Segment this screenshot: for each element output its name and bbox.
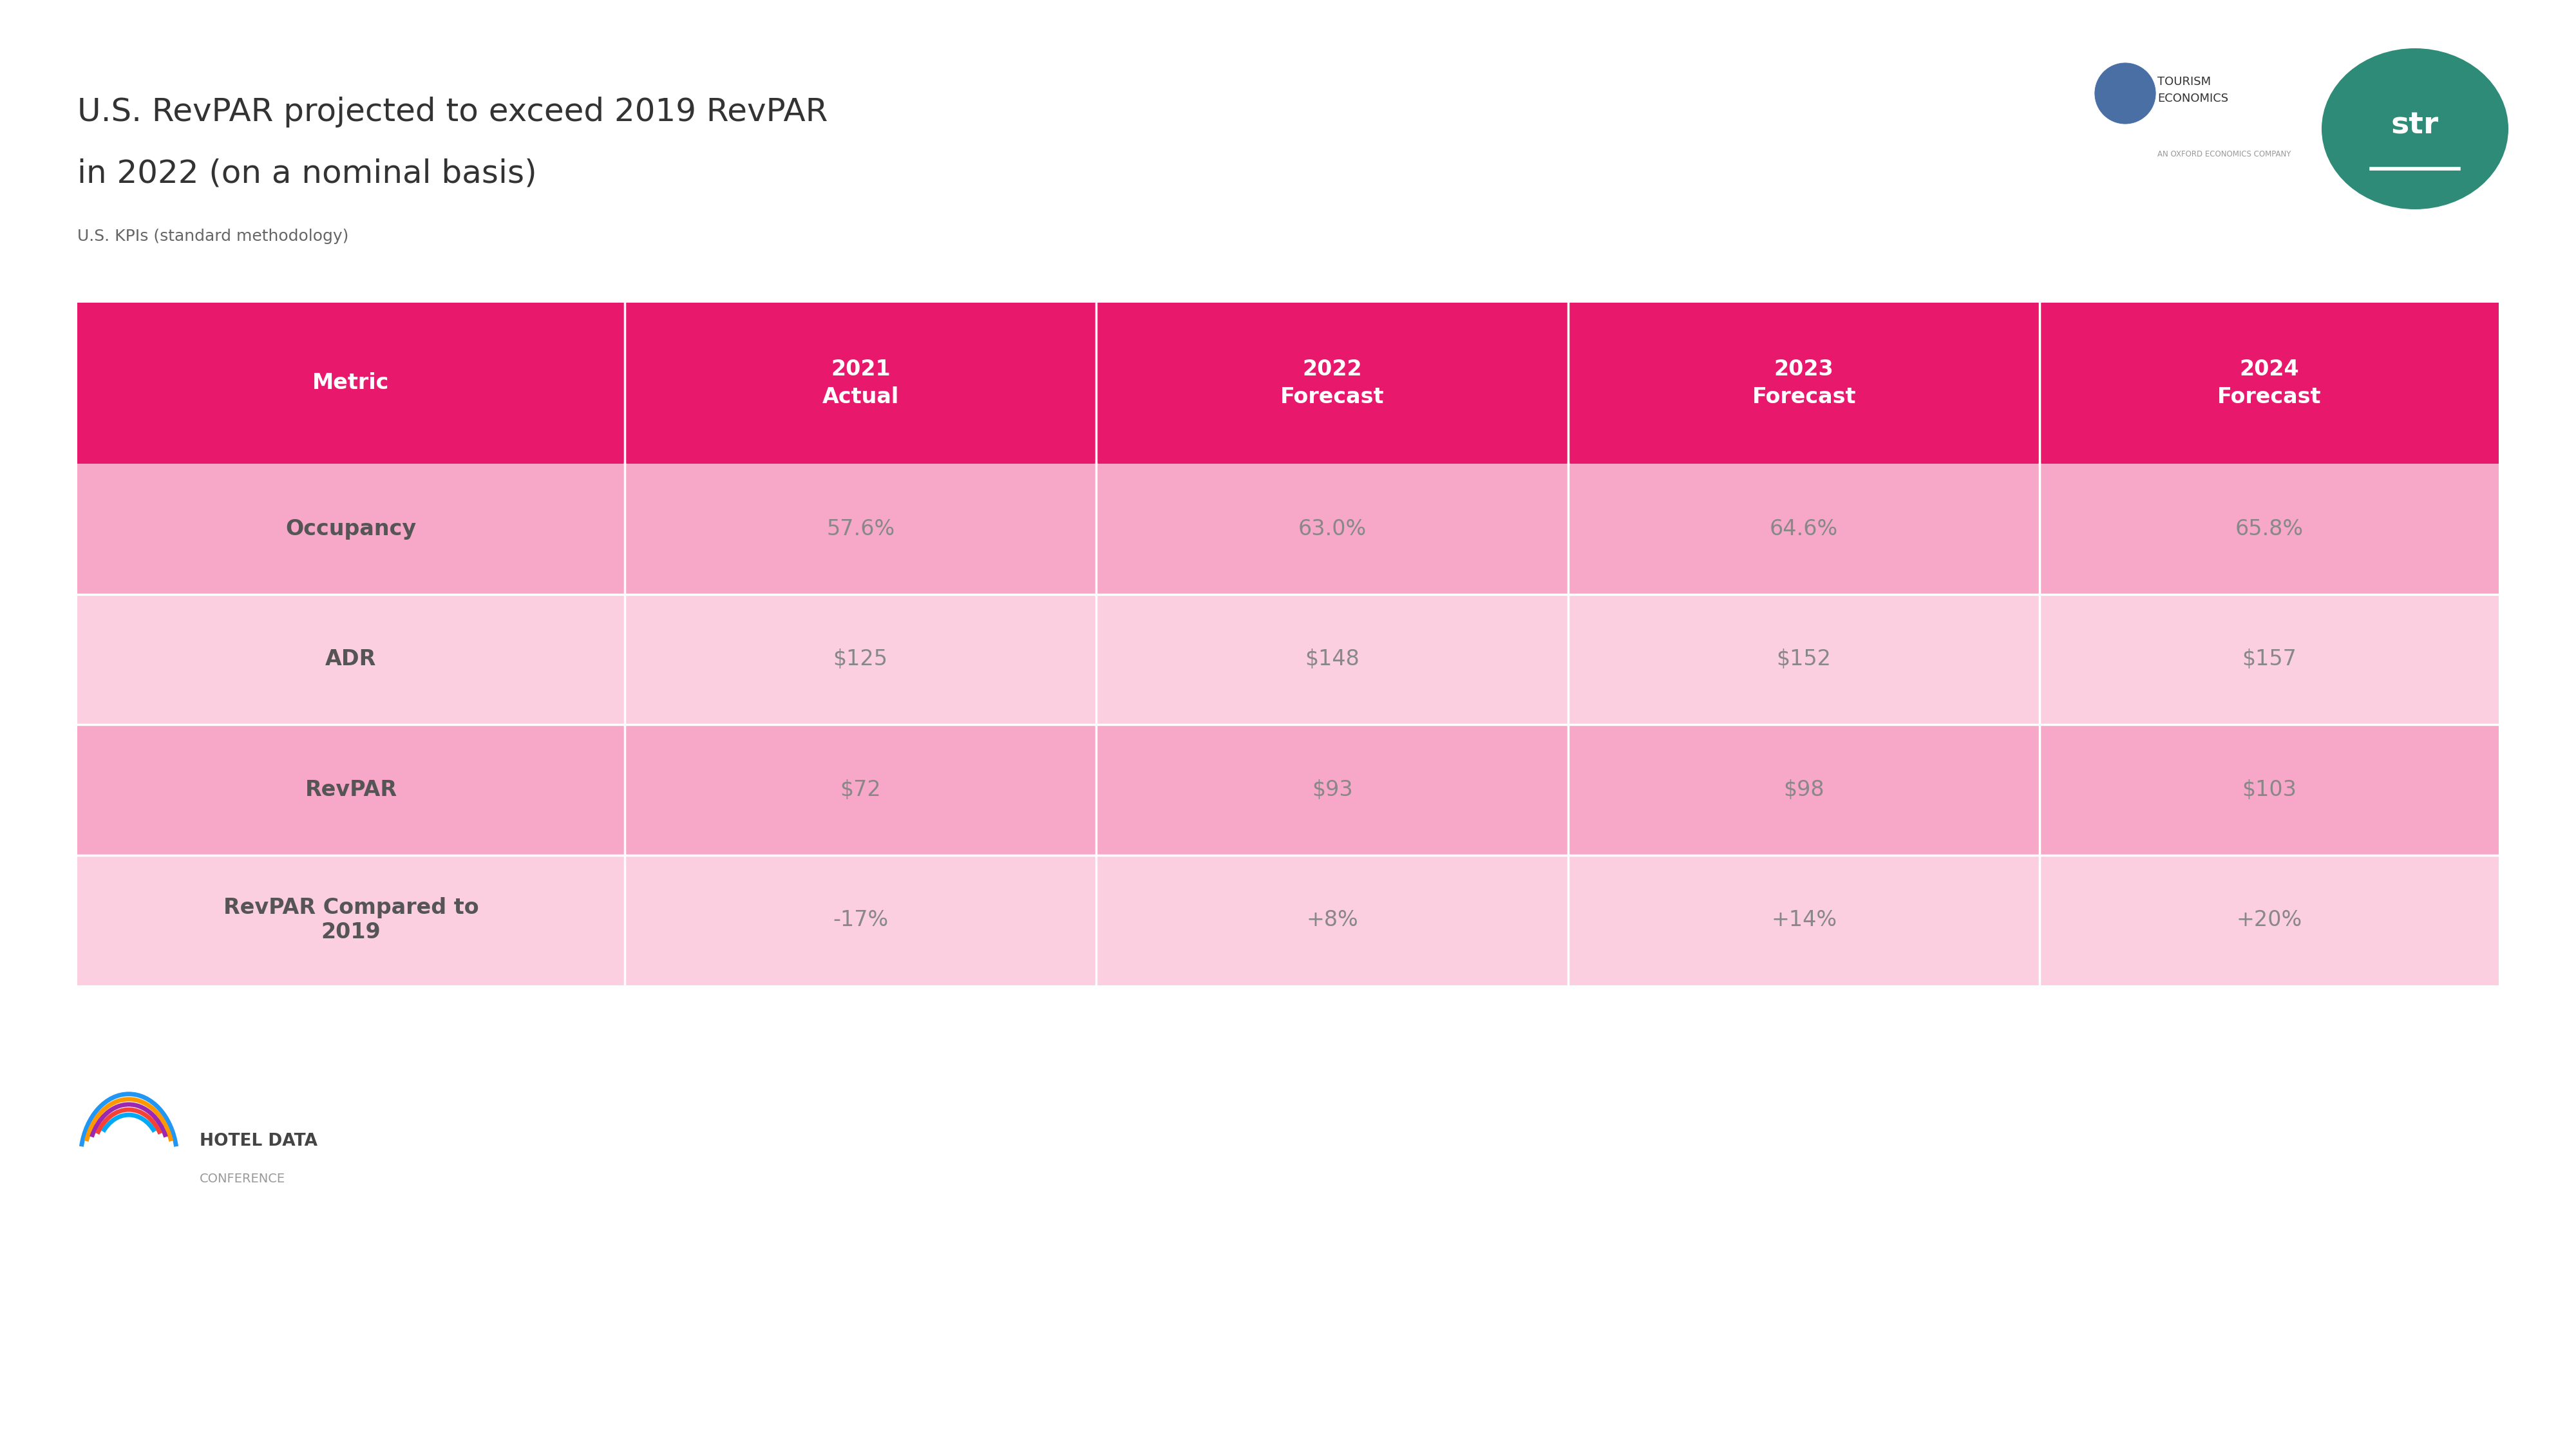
- Text: Occupancy: Occupancy: [286, 519, 417, 539]
- Ellipse shape: [2321, 48, 2509, 209]
- Text: +14%: +14%: [1772, 910, 1837, 930]
- Text: 2021
Actual: 2021 Actual: [822, 359, 899, 407]
- FancyBboxPatch shape: [77, 464, 2499, 594]
- Text: -17%: -17%: [832, 910, 889, 930]
- Text: +8%: +8%: [1306, 910, 1358, 930]
- FancyBboxPatch shape: [77, 724, 2499, 855]
- Text: 2024
Forecast: 2024 Forecast: [2218, 359, 2321, 407]
- Text: CONFERENCE: CONFERENCE: [201, 1172, 286, 1185]
- Text: HOTEL DATA: HOTEL DATA: [201, 1133, 317, 1149]
- Text: 64.6%: 64.6%: [1770, 519, 1839, 539]
- Text: ADR: ADR: [325, 649, 376, 669]
- Text: $93: $93: [1311, 780, 1352, 800]
- FancyBboxPatch shape: [77, 303, 2499, 464]
- Text: TOURISM
ECONOMICS: TOURISM ECONOMICS: [2159, 77, 2228, 104]
- Text: RevPAR Compared to
2019: RevPAR Compared to 2019: [224, 897, 479, 943]
- Text: $157: $157: [2241, 649, 2298, 669]
- Text: RevPAR: RevPAR: [304, 780, 397, 800]
- Text: in 2022 (on a nominal basis): in 2022 (on a nominal basis): [77, 158, 536, 188]
- Text: 57.6%: 57.6%: [827, 519, 894, 539]
- Text: U.S. RevPAR projected to exceed 2019 RevPAR: U.S. RevPAR projected to exceed 2019 Rev…: [77, 97, 827, 128]
- Circle shape: [2094, 62, 2156, 125]
- Text: 65.8%: 65.8%: [2236, 519, 2303, 539]
- Text: $125: $125: [832, 649, 889, 669]
- Text: $103: $103: [2241, 780, 2298, 800]
- Text: $148: $148: [1306, 649, 1360, 669]
- Text: U.S. KPIs (standard methodology): U.S. KPIs (standard methodology): [77, 229, 348, 243]
- Text: $98: $98: [1783, 780, 1824, 800]
- Text: 2022
Forecast: 2022 Forecast: [1280, 359, 1383, 407]
- Text: 63.0%: 63.0%: [1298, 519, 1365, 539]
- Text: $152: $152: [1777, 649, 1832, 669]
- Text: +20%: +20%: [2236, 910, 2303, 930]
- Text: str: str: [2391, 112, 2439, 141]
- FancyBboxPatch shape: [77, 855, 2499, 985]
- Text: Metric: Metric: [312, 372, 389, 394]
- Text: 2023
Forecast: 2023 Forecast: [1752, 359, 1855, 407]
- Text: $72: $72: [840, 780, 881, 800]
- Text: AN OXFORD ECONOMICS COMPANY: AN OXFORD ECONOMICS COMPANY: [2159, 151, 2290, 159]
- FancyBboxPatch shape: [77, 594, 2499, 724]
